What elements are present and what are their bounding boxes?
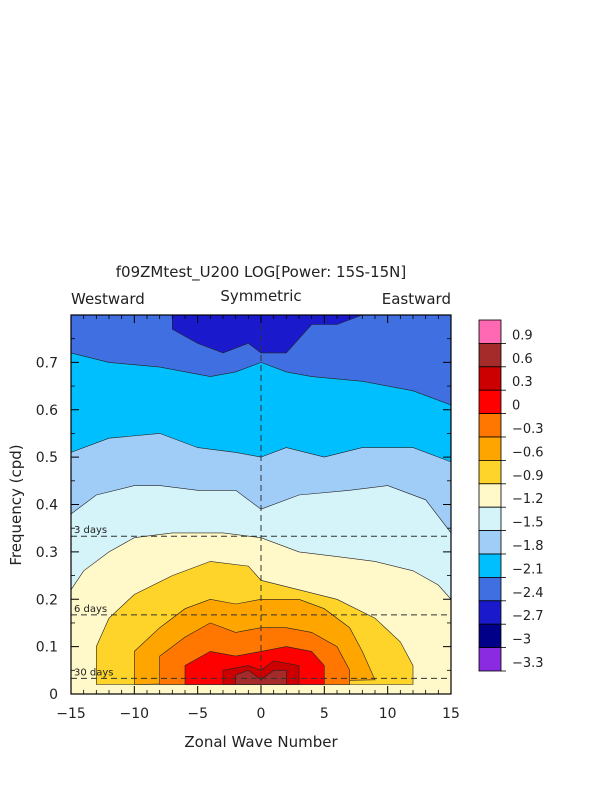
colorbar-swatch — [478, 366, 502, 391]
y-axis-label: Frequency (cpd) — [7, 444, 25, 565]
period-label: 3 days — [74, 525, 107, 536]
x-tick-label: 5 — [320, 706, 329, 722]
colorbar-swatch — [478, 319, 502, 344]
colorbar-label: −1.5 — [512, 516, 544, 531]
colorbar-label: −0.6 — [512, 445, 544, 460]
colorbar-label: −2.4 — [512, 586, 544, 601]
colorbar-swatch — [478, 577, 502, 602]
colorbar-swatch — [478, 459, 502, 485]
colorbar-swatch — [478, 342, 502, 368]
colorbar-label: 0 — [512, 399, 520, 414]
x-tick-label: −15 — [56, 706, 86, 722]
colorbar-swatch — [478, 530, 502, 555]
colorbar-swatch — [478, 600, 502, 625]
x-tick-label: 0 — [257, 706, 266, 722]
y-tick-label: 0.7 — [36, 355, 58, 371]
colorbar-swatch — [478, 623, 502, 649]
colorbar-swatch — [478, 506, 502, 532]
y-tick-label: 0 — [49, 687, 58, 703]
axis-ticks: −15 −10 −5 0 5 10 15 0 0.1 0.2 0.3 0.4 0.5 0.6 0.7 — [36, 315, 460, 722]
colorbar-label: −2.7 — [512, 609, 544, 624]
colorbar-label: 0.6 — [512, 352, 533, 367]
colorbar-swatch — [478, 483, 502, 508]
chart-title: f09ZMtest_U200 LOG[Power: 15S-15N] — [116, 263, 406, 282]
colorbar-label: −1.8 — [512, 539, 544, 554]
y-tick-label: 0.6 — [36, 403, 58, 419]
colorbar-label: −2.1 — [512, 562, 544, 577]
contour-band-10 — [235, 669, 287, 685]
y-tick-label: 0.5 — [36, 450, 58, 466]
eastward-label: Eastward — [382, 290, 451, 308]
x-axis-label: Zonal Wave Number — [184, 733, 338, 751]
y-tick-label: 0.2 — [36, 592, 58, 608]
colorbar-label: −3 — [512, 633, 531, 648]
period-label: 6 days — [74, 604, 107, 615]
colorbar-label: 0.3 — [512, 375, 533, 390]
x-tick-label: 15 — [442, 706, 460, 722]
x-tick-label: 10 — [379, 706, 397, 722]
colorbar-swatch — [478, 647, 502, 672]
colorbar-label: −0.3 — [512, 422, 544, 437]
x-tick-label: −10 — [120, 706, 150, 722]
chart-subtitle: Symmetric — [220, 287, 301, 305]
period-label: 30 days — [74, 667, 114, 678]
colorbar-label: 0.9 — [512, 328, 533, 343]
colorbar-swatch — [478, 436, 502, 461]
colorbar-swatch — [478, 413, 502, 438]
contour-band-11 — [172, 314, 363, 354]
colorbar-label: −1.2 — [512, 492, 544, 507]
colorbar-swatch — [478, 553, 502, 578]
contour-bands — [70, 314, 452, 695]
westward-label: Westward — [71, 290, 145, 308]
colorbar-swatch — [478, 389, 502, 415]
colorbar: 0.9 0.6 0.3 0 −0.3 −0.6 −0.9 −1.2 −1.5 −1.8 −2.1 −2… — [478, 319, 544, 672]
colorbar-label: −0.9 — [512, 469, 544, 484]
colorbar-label: −3.3 — [512, 656, 544, 671]
y-tick-label: 0.1 — [36, 640, 58, 656]
y-tick-label: 0.4 — [36, 498, 58, 514]
y-tick-label: 0.3 — [36, 545, 58, 561]
x-tick-label: −5 — [187, 706, 208, 722]
